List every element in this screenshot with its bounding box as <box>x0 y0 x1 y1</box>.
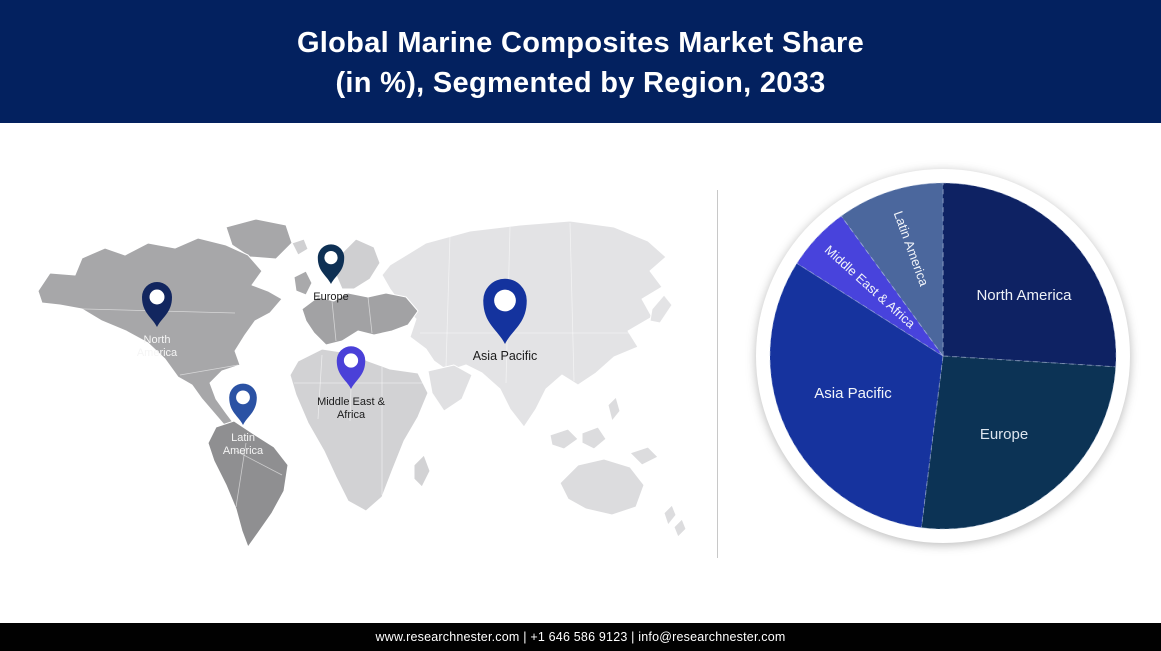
continent-north-america <box>37 237 283 428</box>
header-banner: Global Marine Composites Market Share (i… <box>0 0 1161 123</box>
map-pin-asia-pacific: Asia Pacific <box>473 278 538 363</box>
continent-philippines <box>607 396 621 422</box>
continent-united-kingdom <box>293 270 313 296</box>
pie-slice-asia-pacific <box>769 262 944 529</box>
map-pin-label-middle-east-africa: Africa <box>337 409 366 421</box>
map-pin-label-latin-america: Latin <box>231 432 255 444</box>
pin-body <box>317 244 345 284</box>
pie-slice-north-america <box>942 182 1117 368</box>
country-border-line <box>367 296 373 334</box>
pin-body <box>229 383 257 425</box>
map-pin-label-asia-pacific: Asia Pacific <box>473 349 538 363</box>
location-pin-icon <box>317 244 345 284</box>
continent-scandinavia <box>335 238 381 290</box>
pin-body <box>336 346 366 389</box>
footer-contact-text: www.researchnester.com | +1 646 586 9123… <box>375 630 786 644</box>
country-border-line <box>179 364 239 376</box>
location-pin-icon <box>142 282 172 327</box>
continent-south-america <box>207 420 289 548</box>
pie-label-europe: Europe <box>980 426 1028 443</box>
pin-hole <box>494 289 516 312</box>
continent-indonesia-2 <box>581 426 607 450</box>
country-border-line <box>235 450 283 476</box>
continent-greenland <box>225 218 293 260</box>
pin-hole <box>149 289 165 305</box>
country-border-line <box>331 300 337 342</box>
pin-hole <box>324 251 338 265</box>
map-pin-label-europe: Europe <box>313 291 348 303</box>
continent-new-zealand-1 <box>663 504 677 526</box>
country-border-line <box>317 354 323 420</box>
pie-slice-europe <box>920 355 1117 530</box>
country-border-line <box>47 307 236 314</box>
footer-bar: www.researchnester.com | +1 646 586 9123… <box>0 623 1161 651</box>
page-title-line1: Global Marine Composites Market Share <box>296 27 865 59</box>
map-pin-label-latin-america: America <box>223 445 264 457</box>
map-pin-middle-east-africa: Middle East &Africa <box>317 346 386 421</box>
pie-slice-latin-america <box>840 182 944 357</box>
continent-new-zealand-2 <box>673 518 687 538</box>
map-pin-label-middle-east-africa: Middle East & <box>317 396 386 408</box>
pie-label-north-america: North America <box>976 287 1072 304</box>
pin-hole <box>236 390 250 405</box>
continent-new-guinea <box>629 446 659 466</box>
continent-japan <box>649 294 673 324</box>
continent-australia <box>559 458 645 516</box>
continent-europe <box>301 292 419 346</box>
continent-asia <box>381 220 667 428</box>
location-pin-icon <box>229 383 257 425</box>
pin-hole <box>343 353 359 368</box>
location-pin-icon <box>336 346 366 389</box>
country-border-line <box>445 234 451 368</box>
map-pin-label-north-america: North <box>144 334 171 346</box>
location-pin-icon <box>483 278 527 344</box>
country-border-line <box>235 442 247 508</box>
continent-iceland <box>291 238 309 256</box>
pin-body <box>483 278 527 344</box>
country-border-line <box>569 222 575 382</box>
page-title: Global Marine Composites Market Share (i… <box>0 0 1161 103</box>
map-pin-europe: Europe <box>313 244 349 303</box>
map-pin-label-north-america: America <box>137 347 178 359</box>
continent-madagascar <box>413 454 431 488</box>
pie-label-asia-pacific: Asia Pacific <box>814 385 892 402</box>
continent-arabian-peninsula <box>427 364 473 412</box>
page-title-line2: (in %), Segmented by Region, 2033 <box>335 67 826 99</box>
continent-africa <box>289 348 429 512</box>
divider-line <box>717 190 718 558</box>
continent-indonesia-1 <box>549 428 579 450</box>
